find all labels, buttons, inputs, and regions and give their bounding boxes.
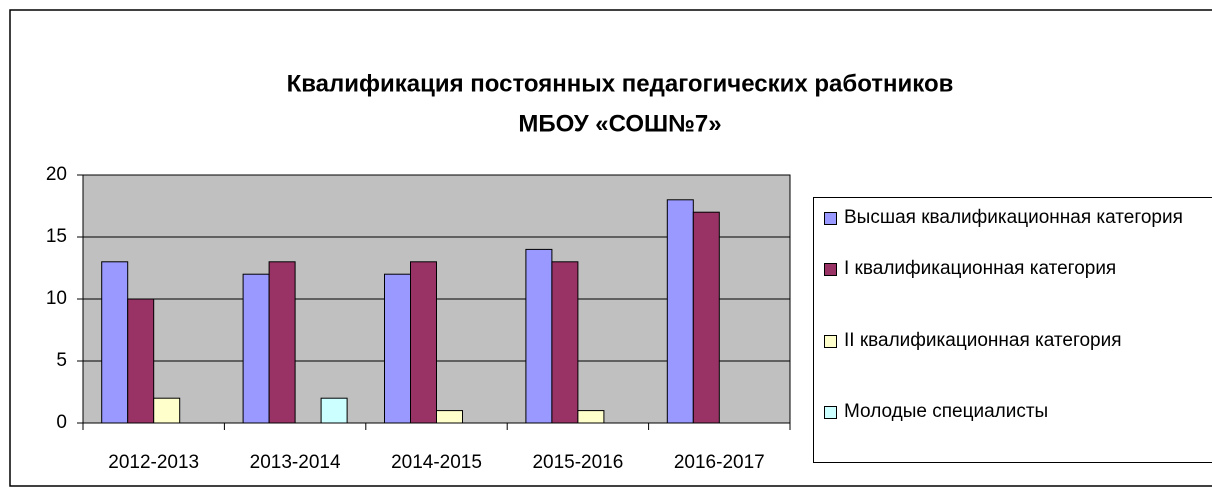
- bar: [320, 397, 348, 424]
- bar: [577, 410, 605, 424]
- legend-label: I квалификационная категория: [844, 258, 1117, 279]
- legend-swatch: [824, 263, 837, 276]
- legend-swatch: [824, 212, 837, 225]
- bar: [268, 261, 296, 424]
- bar: [242, 273, 270, 424]
- chart-title: МБОУ «СОШ№7»: [518, 110, 721, 137]
- y-tick-label: 15: [46, 226, 67, 247]
- bar: [436, 410, 463, 424]
- bar: [153, 397, 181, 424]
- bar: [551, 261, 579, 424]
- legend-swatch: [824, 406, 837, 419]
- y-tick-label: 20: [46, 164, 67, 185]
- chart-title: Квалификация постоянных педагогических р…: [287, 70, 954, 97]
- legend-item: Высшая квалификационная категория: [824, 204, 1212, 232]
- y-tick-label: 5: [56, 350, 67, 371]
- x-tick-label: 2014-2015: [391, 452, 482, 473]
- bar: [127, 298, 155, 424]
- bar: [666, 199, 694, 424]
- x-tick-label: 2013-2014: [250, 452, 341, 473]
- x-tick-label: 2016-2017: [674, 452, 765, 473]
- legend-item: II квалификационная категория: [824, 327, 1212, 355]
- legend-label: Молодые специалисты: [844, 401, 1049, 422]
- legend: Высшая квалификационная категория I квали…: [813, 197, 1212, 463]
- bar: [410, 261, 437, 424]
- x-tick-label: 2012-2013: [108, 452, 199, 473]
- y-tick-label: 10: [46, 288, 67, 309]
- legend-item: I квалификационная категория: [824, 255, 1212, 283]
- y-tick-label: 0: [56, 412, 67, 433]
- bar: [101, 261, 129, 424]
- bar: [384, 273, 411, 424]
- legend-item: Молодые специалисты: [824, 398, 1212, 426]
- legend-swatch: [824, 335, 837, 348]
- legend-label: Высшая квалификационная категория: [844, 207, 1183, 228]
- bar: [525, 248, 553, 424]
- x-tick-label: 2015-2016: [532, 452, 623, 473]
- legend-label: II квалификационная категория: [844, 330, 1122, 351]
- bar: [692, 211, 720, 424]
